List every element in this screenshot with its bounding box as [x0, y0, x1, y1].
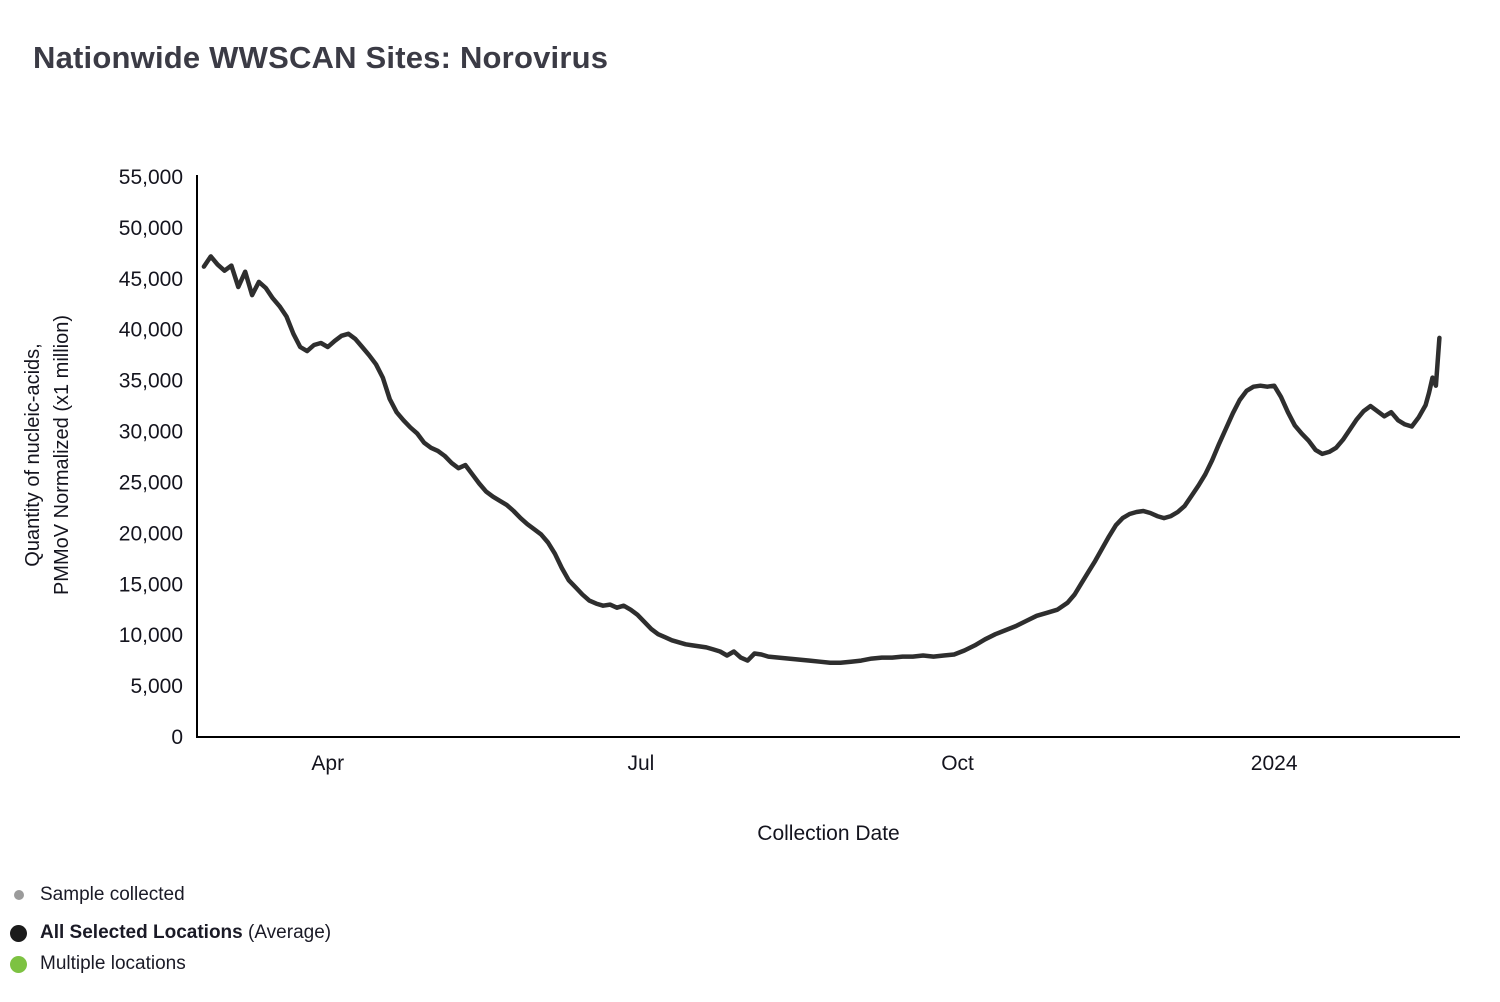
x-tick-label: Oct: [941, 752, 974, 775]
series-line-average[interactable]: [201, 254, 1442, 665]
y-tick-label: 20,000: [119, 522, 183, 545]
y-tick-label: 30,000: [119, 421, 183, 444]
sample-collected-dot-icon: [14, 890, 24, 900]
legend-item-multiple-locations: Multiple locations: [8, 953, 331, 975]
y-tick-label: 25,000: [119, 471, 183, 494]
legend: Sample collected All Selected Locations …: [8, 884, 331, 984]
page-title: Nationwide WWSCAN Sites: Norovirus: [33, 40, 609, 75]
legend-item-sample-collected: Sample collected: [8, 884, 331, 906]
x-axis-title: Collection Date: [757, 822, 900, 845]
x-tick-label: 2024: [1251, 752, 1298, 775]
y-tick-label: 0: [171, 726, 183, 749]
all-selected-locations-dot-icon: [10, 924, 27, 942]
y-tick-label: 45,000: [119, 268, 183, 291]
y-tick-label: 40,000: [119, 319, 183, 342]
legend-multiple-label: Multiple locations: [40, 953, 186, 974]
legend-item-all-selected-locations: All Selected Locations (Average): [8, 922, 331, 944]
y-axis-title-line2: PMMoV Normalized (x1 million): [51, 314, 73, 596]
x-tick-label: Apr: [311, 752, 344, 775]
y-tick-label: 35,000: [119, 370, 183, 393]
legend-sample-label: Sample collected: [40, 884, 185, 905]
y-tick-label: 15,000: [119, 573, 183, 596]
multiple-locations-dot-icon: [10, 955, 27, 973]
y-tick-label: 5,000: [130, 675, 183, 698]
y-axis-title: Quantity of nucleic-acids, PMMoV Normali…: [19, 315, 77, 595]
y-tick-label: 55,000: [119, 166, 183, 189]
y-tick-label: 50,000: [119, 217, 183, 240]
legend-average-label-rest: (Average): [242, 922, 332, 943]
legend-average-label-bold: All Selected Locations: [40, 922, 243, 943]
x-tick-label: Jul: [628, 752, 655, 775]
y-tick-label: 10,000: [119, 624, 183, 647]
y-axis-title-line1: Quantity of nucleic-acids,: [22, 343, 44, 567]
chart-area[interactable]: 0 5,000 10,000 15,000 20,000 25,000 30,000 35,0…: [0, 150, 1500, 800]
chart-svg[interactable]: 0 5,000 10,000 15,000 20,000 25,000 30,000 35,0…: [0, 150, 1500, 800]
